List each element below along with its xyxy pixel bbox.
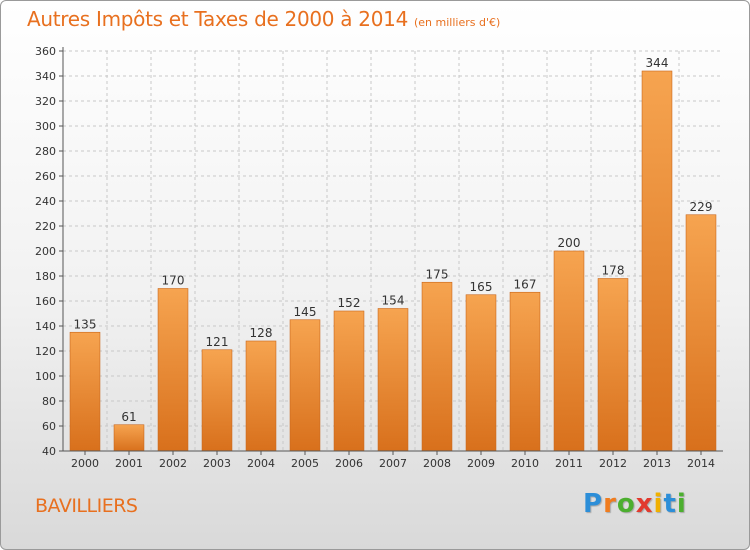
bar [333,310,365,452]
y-tick-label: 220 [35,220,56,233]
bar-value-label: 128 [250,326,273,340]
y-tick-label: 260 [35,170,56,183]
x-tick-label: 2009 [467,457,495,470]
bar [553,250,585,452]
bar-value-label: 61 [121,410,136,424]
bar [597,278,629,452]
x-tick-label: 2003 [203,457,231,470]
y-tick-label: 240 [35,195,56,208]
x-tick-label: 2000 [71,457,99,470]
bar [685,214,717,452]
bar [289,319,321,452]
brand-letter: o [616,489,636,519]
bar-value-label: 344 [646,56,669,70]
brand-letter: r [603,489,617,519]
bar [641,70,673,452]
bar [157,288,189,452]
brand-letter: x [635,489,654,519]
title-row: Autres Impôts et Taxes de 2000 à 2014 (en… [27,7,500,31]
x-tick-label: 2006 [335,457,363,470]
y-tick-label: 120 [35,345,56,358]
bar [69,331,101,452]
bar-value-label: 175 [426,267,449,281]
y-tick-label: 280 [35,145,56,158]
bar-value-label: 121 [206,335,229,349]
y-tick-label: 160 [35,295,56,308]
bar-value-label: 170 [162,274,185,288]
y-tick-label: 100 [35,370,56,383]
y-tick-label: 340 [35,70,56,83]
x-tick-label: 2010 [511,457,539,470]
x-tick-label: 2002 [159,457,187,470]
bar [245,340,277,452]
x-tick-label: 2005 [291,457,319,470]
y-tick-label: 60 [42,420,56,433]
x-tick-label: 2001 [115,457,143,470]
bar [465,294,497,452]
bar-value-label: 229 [690,200,713,214]
bar-value-label: 154 [382,294,405,308]
bar-value-label: 167 [514,277,537,291]
y-tick-label: 180 [35,270,56,283]
brand-letter: i [653,489,664,519]
bar-value-label: 145 [294,305,317,319]
x-tick-label: 2008 [423,457,451,470]
brand-letter: t [663,489,677,519]
bar-value-label: 135 [74,317,97,331]
x-tick-label: 2012 [599,457,627,470]
y-tick-label: 80 [42,395,56,408]
bar-value-label: 200 [558,236,581,250]
x-tick-label: 2011 [555,457,583,470]
chart-title: Autres Impôts et Taxes de 2000 à 2014 [27,7,408,31]
x-tick-label: 2013 [643,457,671,470]
y-tick-label: 40 [42,445,56,458]
bar [201,349,233,452]
brand-logo: Proxiti [583,489,687,519]
x-tick-label: 2007 [379,457,407,470]
y-tick-label: 140 [35,320,56,333]
y-tick-label: 360 [35,45,56,58]
place-name: BAVILLIERS [35,495,138,517]
bar [509,291,541,452]
y-tick-label: 320 [35,95,56,108]
labels: 40 60 80 100 120 140 160 180 200 220 240 260 280 300 3… [35,45,715,470]
chart-unit: (en milliers d'€) [414,16,501,29]
brand-letter: i [676,489,687,519]
x-tick-label: 2014 [687,457,715,470]
bars [69,70,717,452]
y-tick-label: 200 [35,245,56,258]
x-tick-label: 2004 [247,457,275,470]
bar [113,424,145,452]
brand-letter: P [583,489,604,519]
bar-value-label: 152 [338,296,361,310]
bar [421,281,453,452]
bar [377,308,409,452]
bar-value-label: 165 [470,280,493,294]
y-tick-label: 300 [35,120,56,133]
axes [59,47,723,455]
bar-value-label: 178 [602,264,625,278]
